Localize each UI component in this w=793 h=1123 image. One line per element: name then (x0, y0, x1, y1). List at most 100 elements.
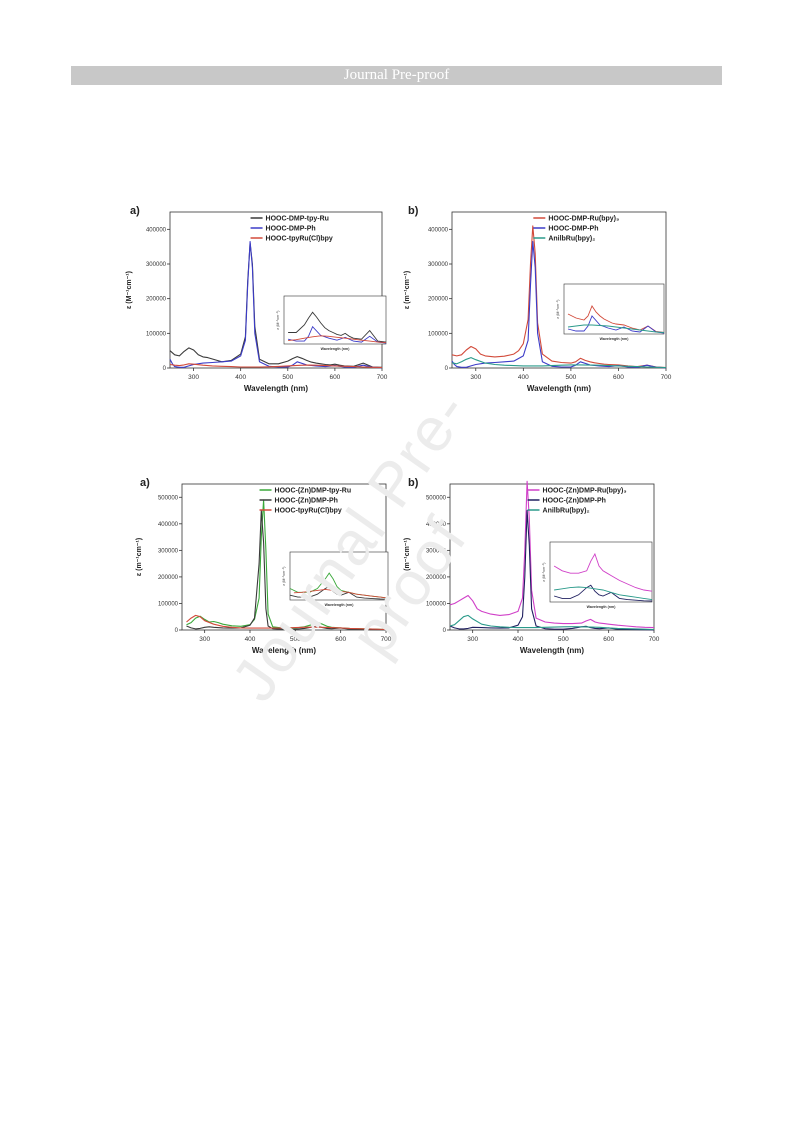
x-axis-label: Wavelength (nm) (527, 384, 591, 393)
y-tick-label: 400000 (146, 227, 167, 233)
y-axis-label: ε (M⁻¹cm⁻¹) (126, 271, 133, 309)
inset-series-line-3 (288, 335, 387, 344)
inset-series-line-3 (554, 586, 653, 601)
inset-series-line-1 (553, 552, 653, 592)
legend-label-3: HOOC-tpyRu(Cl)bpy (266, 236, 333, 243)
x-tick-label: 600 (329, 374, 340, 381)
inset-series-line-2 (287, 325, 387, 344)
y-axis-label: ε (m⁻¹cm⁻¹) (404, 271, 411, 309)
y-tick-label: 200000 (146, 297, 167, 303)
x-tick-label: 500 (565, 374, 576, 381)
series-line-1 (449, 480, 655, 629)
panel-label: a) (130, 205, 140, 217)
x-tick-label: 500 (558, 636, 569, 643)
y-tick-label: 100000 (428, 331, 449, 337)
inset-x-label: Wavelength (nm) (325, 603, 355, 607)
x-axis-label: Wavelength (nm) (244, 384, 308, 393)
inset-x-label: Wavelength (nm) (587, 605, 617, 609)
y-tick-label: 0 (163, 366, 167, 372)
plot-frame (449, 483, 655, 631)
inset-y-label: ε (M⁻¹cm⁻¹) (282, 567, 286, 586)
x-tick-label: 600 (613, 374, 624, 381)
series-line-3 (169, 363, 383, 369)
x-tick-label: 500 (290, 636, 301, 643)
y-tick-label: 500000 (158, 495, 179, 501)
inset-y-label: ε (M⁻¹cm⁻¹) (276, 311, 280, 330)
chart-panel-bottom-left: a) 300 400 500 600 700 0 100000 200000 300000 4000… (136, 477, 392, 655)
x-axis-label: Wavelength (nm) (252, 646, 316, 655)
inset-y-label: ε (M⁻¹cm⁻¹) (542, 563, 546, 582)
y-tick-label: 0 (445, 366, 449, 372)
y-tick-label: 400000 (158, 522, 179, 528)
y-tick-label: 300000 (158, 548, 179, 554)
series-line-3 (186, 614, 387, 631)
legend-label-3: HOOC-tpyRu(Cl)bpy (275, 508, 342, 515)
y-tick-label: 0 (443, 628, 447, 634)
journal-banner: Journal Pre-proof (71, 66, 722, 85)
y-tick-label: 200000 (428, 297, 449, 303)
x-tick-label: 400 (235, 374, 246, 381)
legend-label-2: HOOC-DMP-Ph (548, 226, 598, 233)
inset-x-label: Wavelength (nm) (321, 347, 351, 351)
series-line-1 (451, 225, 667, 369)
y-tick-label: 300000 (426, 548, 447, 554)
inset-y-label: ε (M⁻¹cm⁻¹) (556, 300, 560, 319)
y-tick-label: 300000 (146, 262, 167, 268)
inset-series-line-3 (293, 588, 389, 599)
inset-frame (289, 551, 389, 601)
x-tick-label: 700 (649, 636, 660, 643)
chart-panel-top-right: b) 300 400 500 600 700 0 100000 200000 300000 4000… (404, 205, 672, 393)
x-tick-label: 600 (603, 636, 614, 643)
x-tick-label: 300 (199, 636, 210, 643)
legend-label-2: HOOC-DMP-Ph (266, 226, 316, 233)
inset-series-line-1 (288, 311, 387, 343)
inset-series-line-1 (567, 305, 665, 333)
legend-label-3: AnilbRu(bpy)₂ (548, 236, 595, 243)
x-tick-label: 300 (470, 374, 481, 381)
y-tick-label: 100000 (426, 601, 447, 607)
series-line-3 (449, 614, 655, 631)
y-tick-label: 400000 (426, 522, 447, 528)
y-axis-label: ε (m⁻¹cm⁻¹) (404, 538, 411, 576)
series-line-3 (451, 357, 667, 369)
x-tick-label: 700 (661, 374, 672, 381)
plot-frame (169, 211, 383, 369)
x-tick-label: 600 (335, 636, 346, 643)
panel-label: b) (408, 205, 419, 217)
chart-panel-top-left: a) 300 400 500 600 700 0 100000 200000 300000 4000… (126, 205, 388, 393)
panel-label: a) (140, 477, 150, 489)
legend-label-1: HOOC-DMP-tpy-Ru (266, 216, 329, 223)
x-tick-label: 300 (467, 636, 478, 643)
inset-series-line-2 (553, 584, 653, 602)
panel-label: b) (408, 477, 419, 489)
y-tick-label: 100000 (158, 601, 179, 607)
inset-series-line-2 (289, 586, 389, 600)
chart-panel-bottom-right: b) 300 400 500 600 700 0 100000 200000 300000 4000… (404, 477, 660, 655)
y-tick-label: 400000 (428, 227, 449, 233)
y-tick-label: 200000 (158, 575, 179, 581)
y-tick-label: 200000 (426, 575, 447, 581)
plot-frame (451, 211, 667, 369)
x-tick-label: 500 (282, 374, 293, 381)
inset-frame (283, 295, 387, 345)
x-tick-label: 400 (513, 636, 524, 643)
inset-series-line-3 (567, 324, 665, 333)
x-tick-label: 700 (377, 374, 388, 381)
legend-label-1: HOOC-(Zn)DMP-Ru(bpy)₃ (543, 488, 627, 495)
y-tick-label: 0 (175, 628, 179, 634)
y-tick-label: 500000 (426, 495, 447, 501)
legend-label-2: HOOC-(Zn)DMP-Ph (275, 498, 338, 505)
y-axis-label: ε (m⁻¹cm⁻¹) (136, 538, 143, 576)
x-tick-label: 400 (518, 374, 529, 381)
inset-x-label: Wavelength (nm) (600, 337, 630, 341)
y-tick-label: 100000 (146, 331, 167, 337)
legend-label-3: AnilbRu(bpy)₂ (543, 508, 590, 515)
x-tick-label: 400 (245, 636, 256, 643)
x-axis-label: Wavelength (nm) (520, 646, 584, 655)
y-tick-label: 300000 (428, 262, 449, 268)
inset-series-line-2 (567, 315, 665, 334)
x-tick-label: 300 (188, 374, 199, 381)
legend-label-2: HOOC-(Zn)DMP-Ph (543, 498, 606, 505)
x-tick-label: 700 (381, 636, 392, 643)
legend-label-1: HOOC-(Zn)DMP-tpy-Ru (275, 488, 352, 495)
